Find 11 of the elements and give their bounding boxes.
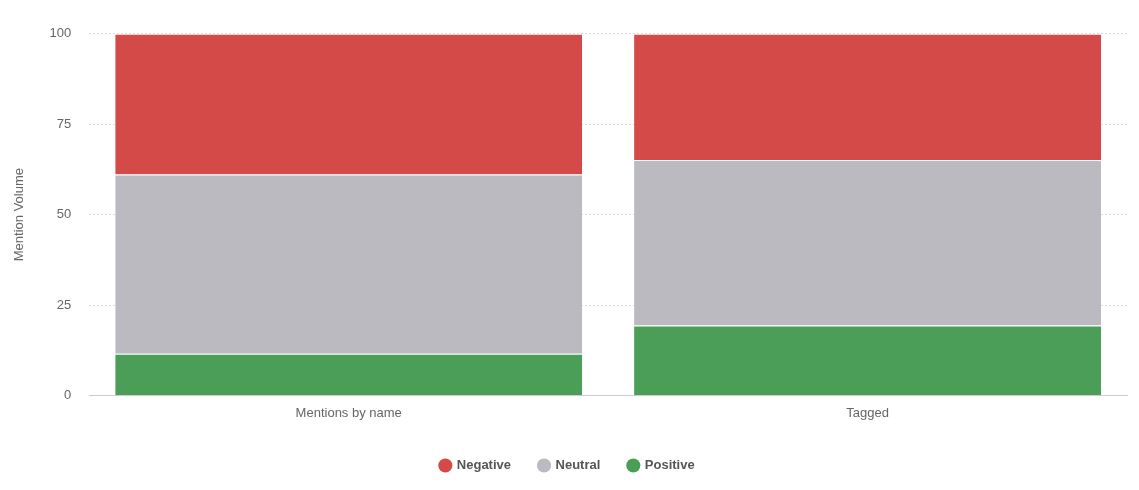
y-tick-label: 100 — [49, 25, 72, 41]
y-tick-label: 0 — [64, 386, 72, 402]
y-tick-label: 25 — [56, 296, 72, 312]
x-tick-label: Tagged — [846, 404, 889, 420]
legend-label: Neutral — [555, 457, 601, 473]
y-tick-label: 50 — [56, 206, 72, 222]
y-axis-title: Mention Volume — [11, 167, 27, 262]
x-tick-label: Mentions by name — [295, 404, 402, 420]
y-tick-label: 75 — [56, 115, 72, 131]
legend-label: Positive — [644, 457, 695, 473]
legend-label: Negative — [456, 457, 512, 473]
